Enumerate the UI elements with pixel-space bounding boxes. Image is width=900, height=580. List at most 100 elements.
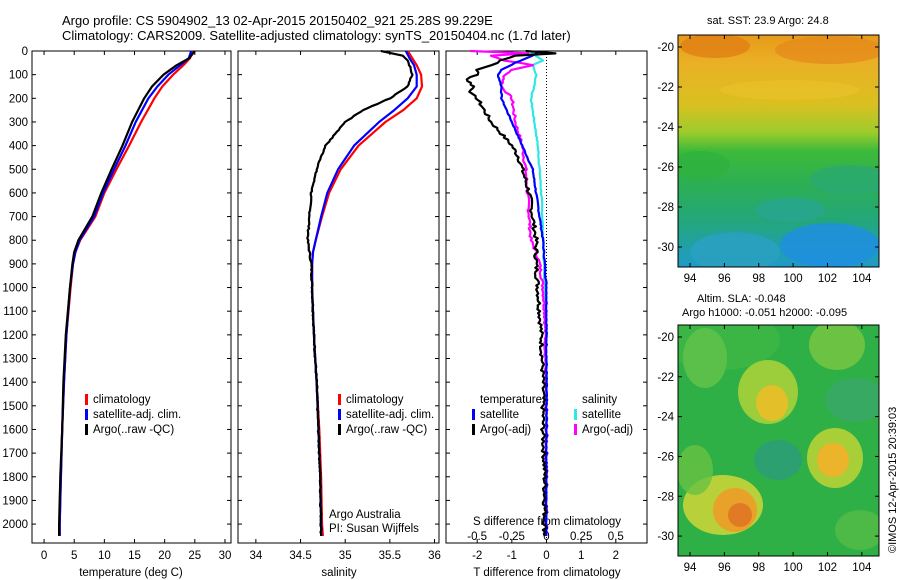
x-tick-label: 25 <box>188 550 201 562</box>
map-y-tick-label: -22 <box>657 82 674 94</box>
depth-tick-label: 1400 <box>2 377 28 389</box>
temperature-series-0 <box>58 50 194 536</box>
legend-swatch <box>472 409 475 420</box>
sst-map-title: sat. SST: 23.9 Argo: 24.8 <box>707 15 829 27</box>
map-x-tick-label: 102 <box>818 562 837 574</box>
map-y-tick-label: -20 <box>657 332 674 344</box>
legend-label: climatology <box>346 394 404 406</box>
x-tick-label: 34 <box>249 550 262 562</box>
depth-tick-label: 1300 <box>2 354 28 366</box>
s-difference-tick-label: 0.25 <box>570 531 592 543</box>
salinity-legend-title: salinity <box>582 394 617 406</box>
salinity-series-2 <box>306 49 414 536</box>
legend-swatch <box>574 409 577 420</box>
map-y-tick-label: -22 <box>657 372 674 384</box>
map-y-tick-label: -26 <box>657 162 674 174</box>
legend-label: satellite-adj. clim. <box>346 409 434 421</box>
map-y-tick-label: -26 <box>657 451 674 463</box>
x-tick-label: 0 <box>543 550 549 562</box>
x-tick-label: -1 <box>507 550 517 562</box>
x-axis-label: temperature (deg C) <box>79 567 183 579</box>
legend-swatch <box>85 394 88 405</box>
x-tick-label: 2 <box>613 550 619 562</box>
salinity-panel-frame <box>237 50 440 544</box>
x-axis-label: salinity <box>321 567 356 579</box>
sst-map <box>677 34 880 268</box>
depth-tick-label: 400 <box>9 141 28 153</box>
map-x-tick-label: 94 <box>684 562 697 574</box>
map-y-tick-label: -24 <box>657 412 674 424</box>
legend-swatch <box>85 409 88 420</box>
sla-map <box>677 324 880 557</box>
legend-swatch <box>338 424 341 435</box>
map-x-tick-label: 102 <box>818 273 837 285</box>
depth-tick-label: 1100 <box>3 306 28 318</box>
difference-series-1 <box>465 49 557 537</box>
legend-swatch <box>338 394 341 405</box>
x-tick-label: 20 <box>158 550 171 562</box>
sla-map-title: Altim. SLA: -0.048 <box>697 293 786 305</box>
map-y-tick-label: -20 <box>657 42 674 54</box>
temperature-legend-title: temperature <box>480 394 542 406</box>
chart-title-line1: Argo profile: CS 5904902_13 02-Apr-2015 … <box>62 13 493 28</box>
legend-swatch <box>574 424 577 435</box>
map-x-tick-label: 100 <box>784 273 803 285</box>
depth-tick-label: 1200 <box>2 330 28 342</box>
depth-tick-label: 1800 <box>2 472 28 484</box>
map-y-tick-label: -28 <box>657 491 674 503</box>
map-x-tick-label: 96 <box>718 562 731 574</box>
legend-label: satellite <box>480 409 519 421</box>
sla-map-subtitle: Argo h1000: -0.051 h2000: -0.095 <box>682 307 848 319</box>
s-difference-tick-label: -0.25 <box>499 531 525 543</box>
x-tick-label: 30 <box>219 550 232 562</box>
depth-tick-label: 300 <box>9 117 28 129</box>
depth-tick-label: 1700 <box>2 448 28 460</box>
depth-tick-label: 600 <box>9 188 28 200</box>
depth-tick-label: 1500 <box>2 401 28 413</box>
map-y-tick-label: -28 <box>657 202 674 214</box>
x-tick-label: 15 <box>128 550 141 562</box>
x-tick-label: 34.5 <box>289 550 311 562</box>
legend-label: Argo(-adj) <box>582 424 633 436</box>
legend-label: Argo(..raw -QC) <box>346 424 427 436</box>
salinity-series-0 <box>311 50 424 536</box>
depth-tick-label: 700 <box>9 212 28 224</box>
depth-tick-label: 800 <box>9 235 28 247</box>
salinity-annotation: Argo Australia <box>329 509 401 521</box>
x-tick-label: 35.5 <box>379 550 401 562</box>
x-tick-label: -2 <box>472 550 482 562</box>
x-tick-label: 10 <box>98 550 111 562</box>
salinity-series-1 <box>311 50 418 536</box>
depth-tick-label: 900 <box>9 259 28 271</box>
depth-tick-label: 1000 <box>2 283 28 295</box>
map-x-tick-label: 98 <box>752 562 765 574</box>
difference-series-0 <box>497 50 549 537</box>
depth-tick-label: 0 <box>22 46 28 58</box>
depth-tick-label: 100 <box>9 70 28 82</box>
s-difference-tick-label: -0.5 <box>467 531 487 543</box>
legend-label: satellite <box>582 409 621 421</box>
legend-label: climatology <box>93 394 151 406</box>
x-tick-label: 36 <box>428 550 441 562</box>
x-tick-label: 0 <box>41 550 47 562</box>
map-x-tick-label: 96 <box>718 273 731 285</box>
map-x-tick-label: 104 <box>852 273 872 285</box>
chart-title-line2: Climatology: CARS2009. Satellite-adjuste… <box>62 28 571 43</box>
map-y-tick-label: -30 <box>657 531 674 543</box>
x-tick-label: 1 <box>578 550 584 562</box>
map-y-tick-label: -30 <box>657 242 674 254</box>
x-axis-label: T difference from climatology <box>473 567 620 579</box>
legend-swatch <box>85 424 88 435</box>
salinity-annotation: PI: Susan Wijffels <box>329 523 419 535</box>
map-x-tick-label: 104 <box>852 562 872 574</box>
depth-tick-label: 2000 <box>2 519 28 531</box>
depth-tick-label: 1600 <box>2 424 28 436</box>
x-tick-label: 5 <box>71 550 77 562</box>
legend-swatch <box>472 424 475 435</box>
map-x-tick-label: 94 <box>684 273 697 285</box>
legend-label: Argo(-adj) <box>480 424 531 436</box>
depth-tick-label: 200 <box>9 93 28 105</box>
legend-label: Argo(..raw -QC) <box>93 424 174 436</box>
difference-series-3 <box>470 49 549 537</box>
